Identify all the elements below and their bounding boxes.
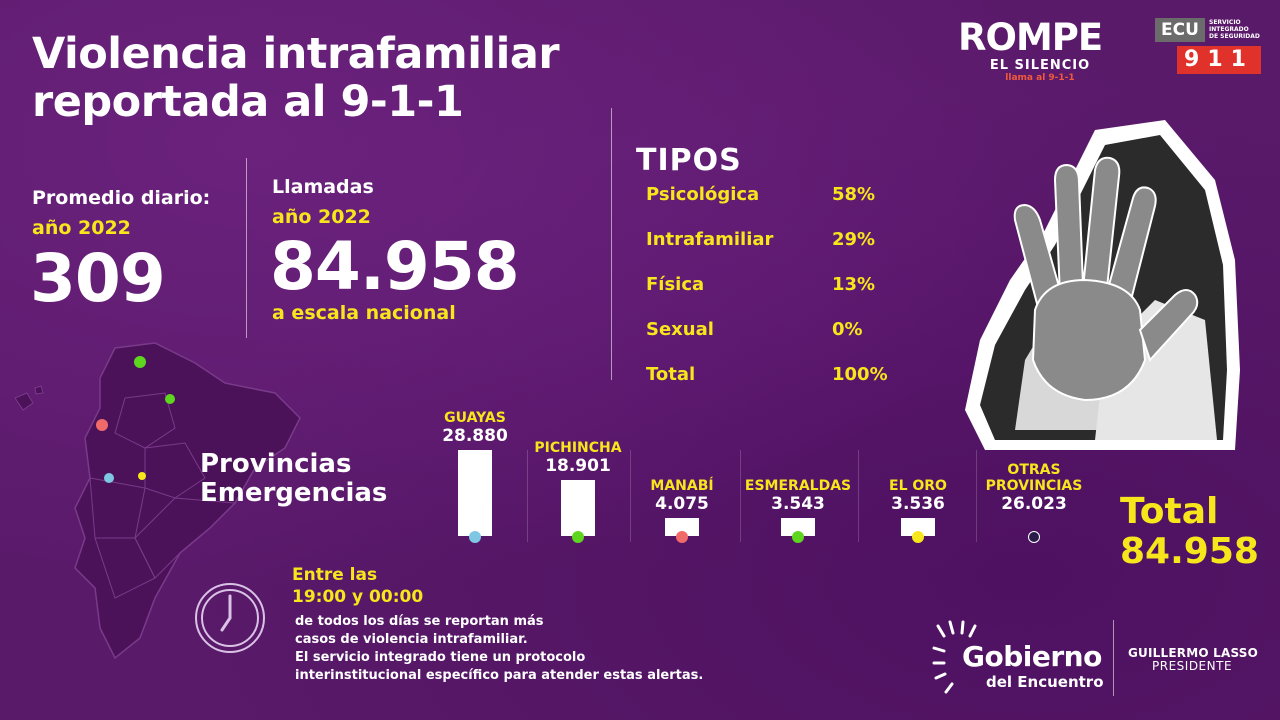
provincias-label-line2: Emergencias: [200, 478, 388, 508]
title-line-1: Violencia intrafamiliar: [32, 29, 560, 79]
bar-category-label-line: ESMERALDAS: [744, 478, 852, 494]
bar-dot: [469, 531, 481, 543]
provincias-label: Provincias Emergencias: [200, 450, 387, 508]
tipo-pct: 0%: [832, 319, 863, 340]
rompe-call: llama al 9-1-1: [1005, 73, 1075, 83]
tipo-pct: 100%: [832, 364, 888, 385]
provinces-bar-chart: GUAYAS 28.880 PICHINCHA 18.901 MANABÍ 4.075 ES…: [420, 390, 1100, 550]
rompe-text: ROMPE: [958, 16, 1103, 59]
bar-category-label-line: GUAYAS: [444, 410, 506, 426]
sunburst-icon: [932, 620, 977, 694]
bar-category-label: OTRAS PROVINCIAS: [964, 462, 1104, 494]
llamadas-value: 84.958: [270, 228, 520, 305]
horario-range: 19:00 y 00:00: [292, 587, 424, 607]
total-value: 84.958: [1120, 531, 1259, 572]
bar: [665, 518, 699, 536]
ecu-label: ECU: [1155, 18, 1205, 42]
ecuador-map: [14, 342, 301, 660]
provincias-label-line1: Provincias: [200, 449, 352, 479]
horario-intro-line: Entre las: [292, 565, 378, 585]
rompe-subtitle: EL SILENCIO: [989, 58, 1091, 73]
bar-dot: [792, 531, 804, 543]
bar-category-label: PICHINCHA: [508, 440, 648, 456]
bar-dot: [572, 531, 584, 543]
divider-1: [246, 158, 247, 338]
bar-value-label: 26.023: [1001, 494, 1067, 514]
bar-category-label: EL ORO: [848, 478, 988, 494]
bar-value-label: 28.880: [442, 426, 508, 446]
bar: [458, 450, 492, 536]
bar-value-label: 3.536: [891, 494, 945, 514]
llamadas-label: Llamadas: [272, 176, 374, 198]
bar-separator: [630, 450, 631, 542]
bar-separator: [858, 450, 859, 542]
tipo-name: Física: [646, 274, 705, 295]
bar-dot: [1028, 531, 1040, 543]
bar-category-label: ESMERALDAS: [728, 478, 868, 494]
page-title: Violencia intrafamiliar reportada al 9-1…: [32, 30, 632, 126]
bar: [781, 518, 815, 536]
tipo-name: Sexual: [646, 319, 714, 340]
horario-line: interinstitucional específico para atend…: [295, 668, 704, 683]
ecu-911-number: 911: [1177, 46, 1261, 74]
president-title: PRESIDENTE: [1152, 659, 1233, 673]
horario-description: de todos los días se reportan más casos …: [295, 613, 775, 685]
title-line-2: reportada al 9-1-1: [32, 77, 464, 127]
llamadas-scope: a escala nacional: [272, 302, 456, 324]
promedio-label: Promedio diario:: [32, 187, 211, 209]
gobierno-text: Gobierno: [962, 640, 1102, 673]
llamadas-year: año 2022: [272, 206, 371, 228]
divider-2: [611, 108, 612, 380]
bar-separator: [740, 450, 741, 542]
tipo-pct: 58%: [832, 184, 876, 205]
bar-dot: [676, 531, 688, 543]
president-name: GUILLERMO LASSO: [1128, 646, 1258, 660]
bar-dot: [912, 531, 924, 543]
bar-separator: [976, 450, 977, 542]
bar-value-label: 3.543: [771, 494, 825, 514]
map-dot: [134, 356, 146, 368]
clock-icon: [195, 583, 265, 653]
bar: [901, 518, 935, 536]
ecu-911-logo: ECU SERVICIO INTEGRADO DE SEGURIDAD 911: [1155, 18, 1265, 83]
map-dot: [138, 472, 146, 480]
promedio-year: año 2022: [32, 217, 131, 239]
stop-hand-photo: [965, 120, 1240, 450]
tipo-pct: 29%: [832, 229, 876, 250]
horario-line: El servicio integrado tiene un protocolo: [295, 650, 586, 665]
map-dot: [104, 473, 114, 483]
map-dot: [165, 394, 175, 404]
bar-value-label: 4.075: [655, 494, 709, 514]
total-label: Total: [1120, 491, 1219, 532]
tipo-name: Intrafamiliar: [646, 229, 774, 250]
bar-category-label-line: PICHINCHA: [534, 440, 622, 456]
bar-category-label: MANABÍ: [612, 478, 752, 494]
bar-category-label-line: MANABÍ: [650, 478, 714, 494]
map-dot: [96, 419, 108, 431]
promedio-value: 309: [30, 240, 166, 317]
bar-category-label-line: OTRAS: [1007, 462, 1061, 478]
bar-category-label-line: PROVINCIAS: [985, 478, 1083, 494]
bar-category-label: GUAYAS: [405, 410, 545, 426]
tipo-pct: 13%: [832, 274, 876, 295]
rompe-el-silencio-logo: ROMPE EL SILENCIO llama al 9-1-1: [958, 18, 1123, 88]
tipos-title: TIPOS: [636, 143, 742, 178]
divider-logos: [1113, 620, 1114, 696]
horario-line: de todos los días se reportan más: [295, 614, 544, 629]
bar-category-label-line: EL ORO: [889, 478, 947, 494]
horario-intro: Entre las 19:00 y 00:00: [292, 564, 423, 608]
bar-value-label: 18.901: [545, 456, 611, 476]
bar: [561, 480, 595, 536]
gobierno-sub: del Encuentro: [986, 673, 1104, 691]
gobierno-del-encuentro-logo: Gobierno del Encuentro GUILLERMO LASSO P…: [930, 618, 1270, 698]
tipo-name: Psicológica: [646, 184, 760, 205]
horario-line: casos de violencia intrafamiliar.: [295, 632, 528, 647]
ecu-service: SERVICIO INTEGRADO DE SEGURIDAD: [1209, 19, 1260, 40]
tipo-name: Total: [646, 364, 696, 385]
bar-separator: [526, 450, 528, 542]
